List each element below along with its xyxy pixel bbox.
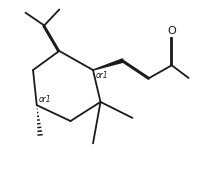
Text: or1: or1 (95, 71, 108, 80)
Text: O: O (167, 26, 176, 36)
Polygon shape (93, 59, 124, 70)
Text: or1: or1 (39, 95, 52, 104)
